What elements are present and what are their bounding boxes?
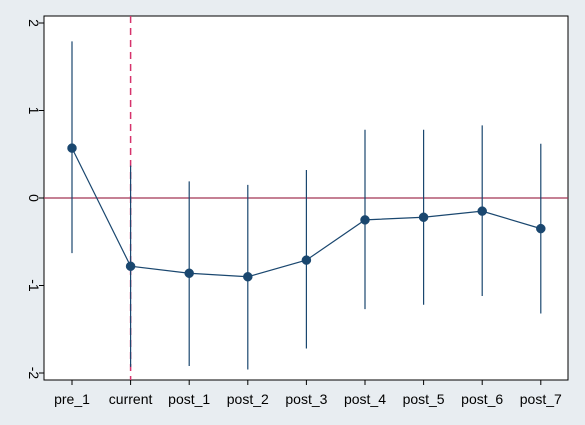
y-tick-label: -2 (26, 367, 42, 380)
series (67, 143, 546, 282)
y-tick-label: 0 (26, 194, 42, 202)
x-tick-label: post_7 (520, 391, 562, 407)
estimate-point (301, 255, 312, 265)
y-tick-label: 1 (26, 107, 42, 115)
estimate-point (536, 223, 546, 234)
x-axis: pre_1 current post_1 post_2 post_3 post_4 post… (54, 380, 562, 407)
x-tick-label: post_5 (403, 391, 445, 407)
x-tick-label: post_3 (285, 391, 327, 407)
x-tick-label: post_2 (227, 391, 269, 407)
estimate-point (184, 268, 194, 278)
x-tick-label: post_4 (344, 391, 386, 407)
estimate-point (243, 272, 253, 282)
estimate-point (418, 212, 429, 222)
estimate-point (360, 215, 370, 225)
x-tick-label: post_6 (461, 391, 503, 407)
x-tick-label: pre_1 (54, 391, 90, 407)
estimate-point (125, 261, 136, 271)
x-tick-label: post_1 (168, 391, 210, 407)
y-axis: -2 -1 0 1 2 (26, 19, 44, 379)
y-tick-label: -1 (26, 279, 42, 292)
y-tick-label: 2 (26, 19, 42, 27)
x-tick-label: current (109, 391, 153, 407)
estimate-point (477, 206, 487, 216)
estimate-point (67, 143, 77, 153)
